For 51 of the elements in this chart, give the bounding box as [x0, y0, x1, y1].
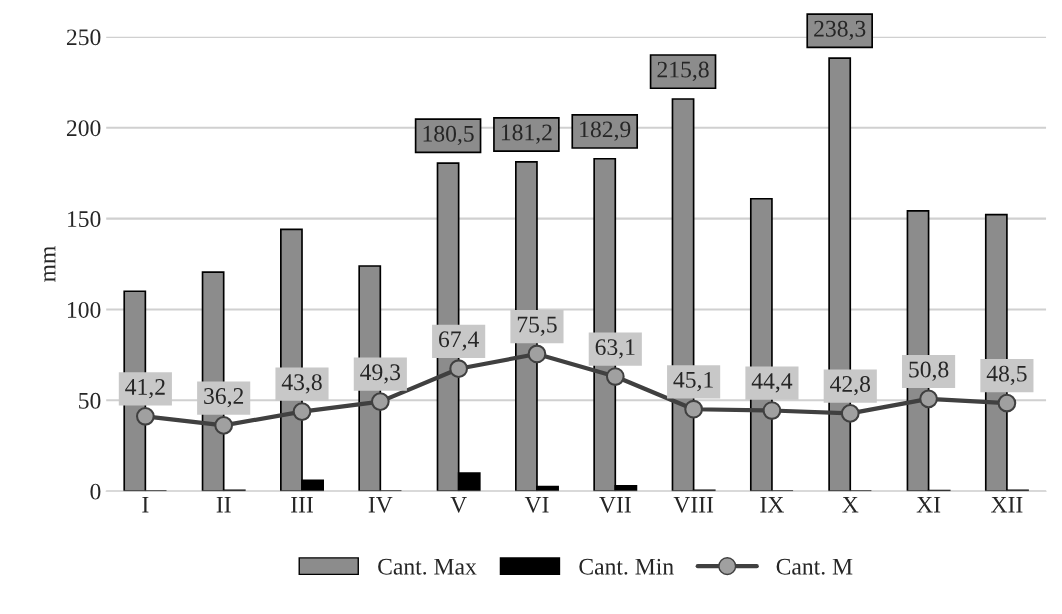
point [762, 401, 782, 420]
x-tick-label: XII [991, 496, 1023, 513]
data-label: 181,2 [501, 124, 552, 144]
y-tick-label: 50 [79, 392, 101, 409]
data-label: 182,9 [580, 121, 631, 141]
data-label: 215,8 [657, 61, 709, 81]
x-tick-label: VI [524, 496, 549, 513]
point [292, 402, 312, 421]
x-tick-label: VIII [673, 496, 714, 513]
point [919, 389, 938, 409]
x-tick-label: V [450, 496, 467, 513]
data-label: 238,3 [814, 20, 866, 41]
point [997, 393, 1017, 413]
point [684, 399, 703, 419]
x-tick-label: II [216, 496, 231, 513]
data-label: 43,8 [281, 374, 322, 394]
data-label: 50,8 [909, 361, 949, 381]
data-label: 63,1 [595, 339, 635, 359]
data-label: 49,3 [360, 364, 401, 384]
x-tick-label: IV [368, 496, 393, 513]
point [605, 367, 625, 386]
data-label: 48,5 [986, 365, 1027, 385]
point [214, 416, 234, 435]
x-tick-label: I [142, 496, 149, 513]
y-tick-label: 200 [66, 120, 101, 137]
point [527, 344, 547, 364]
x-tick-label: III [291, 496, 313, 513]
point [135, 406, 155, 426]
legend-label: Cant. M [776, 558, 853, 575]
data-label: 67,4 [439, 331, 479, 351]
point [449, 359, 469, 379]
legend-label: Cant. Min [579, 558, 674, 575]
y-tick-label: 100 [68, 301, 101, 318]
x-tick-label: IX [760, 496, 784, 513]
data-label: 41,2 [125, 378, 165, 399]
y-tick-label: 150 [68, 211, 101, 228]
x-tick-label: VII [599, 496, 631, 513]
data-label: 45,1 [673, 371, 713, 392]
x-tick-label: X [842, 496, 859, 513]
point [370, 392, 390, 411]
y-tick-label: 250 [66, 29, 101, 46]
legend-label: Cant. Max [378, 558, 477, 575]
data-label: 44,4 [751, 373, 793, 393]
data-label: 36,2 [204, 388, 244, 408]
data-label: 42,8 [830, 376, 871, 396]
point [840, 404, 860, 423]
data-label: 180,5 [423, 125, 474, 146]
data-label: 75,5 [517, 316, 557, 336]
y-tick-label: 0 [90, 483, 101, 500]
y-axis-title: mm [44, 246, 56, 282]
x-tick-label: XI [916, 496, 941, 513]
